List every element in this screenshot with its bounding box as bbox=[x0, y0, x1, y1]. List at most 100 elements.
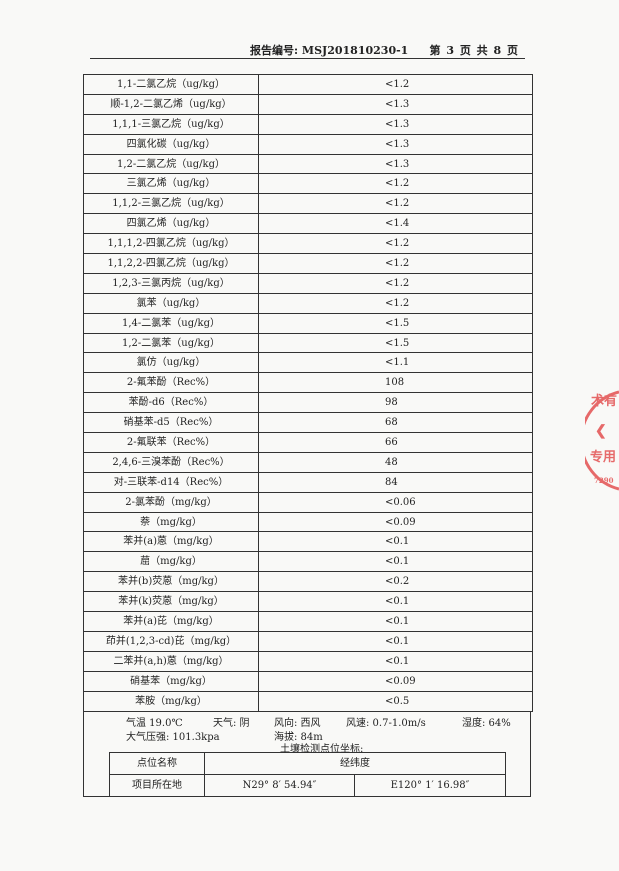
page-header: 报告编号: MSJ201810230-1 第 3 页 共 8 页 bbox=[90, 40, 525, 59]
weather: 天气: 阴 bbox=[213, 718, 250, 729]
analyte-value: <1.3 bbox=[385, 158, 410, 170]
table-row: 顺-1,2-二氯乙烯（ug/kg） <1.3 bbox=[84, 94, 532, 115]
analyte-value: <1.5 bbox=[385, 317, 410, 329]
stamp-text-middle: 专用 bbox=[590, 450, 617, 465]
analyte-value: 108 bbox=[385, 377, 405, 389]
temperature: 气温 19.0℃ bbox=[126, 718, 183, 729]
analyte-name: 萘（mg/kg） bbox=[84, 512, 259, 532]
analyte-value: <0.09 bbox=[385, 675, 416, 687]
table-row: 三氯乙烯（ug/kg） <1.2 bbox=[84, 174, 532, 195]
table-row: 1,2-二氯乙烷（ug/kg） <1.3 bbox=[84, 154, 532, 175]
table-row: 氯苯（ug/kg） <1.2 bbox=[84, 293, 532, 314]
analyte-value: <0.2 bbox=[385, 576, 410, 588]
analyte-name: 2-氟联苯（Rec%） bbox=[84, 433, 259, 452]
altitude: 海拔: 84m bbox=[274, 732, 323, 743]
table-row: 1,1,2-三氯乙烷（ug/kg） <1.2 bbox=[84, 194, 532, 215]
analyte-name: 硝基苯-d5（Rec%） bbox=[84, 413, 259, 433]
analyte-value: <1.3 bbox=[385, 118, 410, 130]
analyte-value: <1.2 bbox=[385, 297, 410, 309]
table-row: 对-三联苯-d14（Rec%） 84 bbox=[84, 472, 532, 493]
analyte-name: 茚并(1,2,3-cd)芘（mg/kg） bbox=[84, 631, 259, 651]
analyte-name: 硝基苯（mg/kg） bbox=[84, 671, 259, 691]
analyte-name: 1,2-二氯苯（ug/kg） bbox=[84, 333, 259, 353]
analyte-value: <0.09 bbox=[385, 516, 416, 528]
analyte-value: <1.2 bbox=[385, 238, 410, 250]
analyte-value: <1.2 bbox=[385, 277, 410, 289]
report-number: 报告编号: MSJ201810230-1 bbox=[250, 44, 409, 57]
pressure: 大气压强: 101.3kpa bbox=[126, 732, 220, 743]
analyte-value: <1.2 bbox=[385, 198, 410, 210]
analyte-name: 1,2-二氯乙烷（ug/kg） bbox=[84, 154, 259, 174]
analyte-name: 四氯乙烯（ug/kg） bbox=[84, 214, 259, 234]
page-number: 第 3 页 共 8 页 bbox=[429, 44, 519, 57]
table-row: 苯酚-d6（Rec%） 98 bbox=[84, 393, 532, 414]
analyte-name: 2-氟苯酚（Rec%） bbox=[84, 373, 259, 393]
analyte-name: 苯并(a)蒽（mg/kg） bbox=[84, 532, 259, 552]
table-row: 萘（mg/kg） <0.09 bbox=[84, 512, 532, 533]
analyte-value: 66 bbox=[385, 437, 398, 449]
analyte-name: 苯并(a)芘（mg/kg） bbox=[84, 612, 259, 631]
analyte-value: <1.5 bbox=[385, 337, 410, 349]
table-row: 硝基苯（mg/kg） <0.09 bbox=[84, 671, 532, 692]
analyte-value: <1.2 bbox=[385, 79, 410, 90]
analyte-name: 1,1,1,2-四氯乙烷（ug/kg） bbox=[84, 234, 259, 254]
analyte-value: 68 bbox=[385, 417, 398, 429]
analyte-value: <0.1 bbox=[385, 635, 410, 647]
analyte-value: 48 bbox=[385, 456, 398, 468]
site-name: 项目所在地 bbox=[110, 775, 205, 797]
table-row: 2-氟苯酚（Rec%） 108 bbox=[84, 373, 532, 394]
table-row: 2-氯苯酚（mg/kg） <0.06 bbox=[84, 492, 532, 513]
table-row: 苯并(k)荧蒽（mg/kg） <0.1 bbox=[84, 592, 532, 613]
weather-block: 气温 19.0℃ 天气: 阴 风向: 西风 风速: 0.7-1.0m/s 湿度:… bbox=[83, 712, 531, 797]
analyte-name: 苯酚-d6（Rec%） bbox=[84, 393, 259, 413]
table-row: 二苯并(a,h)蒽（mg/kg） <0.1 bbox=[84, 651, 532, 672]
analyte-value: <0.1 bbox=[385, 596, 410, 608]
stamp-chevron-icon: ❮ bbox=[595, 423, 607, 439]
analyte-name: 2-氯苯酚（mg/kg） bbox=[84, 492, 259, 512]
col-latlon-header: 经纬度 bbox=[205, 753, 505, 775]
analyte-value: <1.2 bbox=[385, 258, 410, 270]
analyte-name: 三氯乙烯（ug/kg） bbox=[84, 174, 259, 194]
analyte-name: 1,1,2,2-四氯乙烷（ug/kg） bbox=[84, 254, 259, 273]
stamp-text-bottom: 7290 bbox=[594, 476, 614, 485]
table-row: 2-氟联苯（Rec%） 66 bbox=[84, 433, 532, 453]
analyte-name: 顺-1,2-二氯乙烯（ug/kg） bbox=[84, 94, 259, 114]
coord-title: 土壤检测点位坐标: bbox=[280, 744, 364, 755]
analyte-value: <0.1 bbox=[385, 556, 410, 568]
analyte-name: 四氯化碳（ug/kg） bbox=[84, 134, 259, 154]
analyte-name: 2,4,6-三溴苯酚（Rec%） bbox=[84, 452, 259, 472]
analyte-value: <1.3 bbox=[385, 98, 410, 110]
analyte-value: <1.4 bbox=[385, 218, 410, 230]
table-row: 1,4-二氯苯（ug/kg） <1.5 bbox=[84, 313, 532, 334]
wind-direction: 风向: 西风 bbox=[274, 718, 321, 729]
table-row: 1,2-二氯苯（ug/kg） <1.5 bbox=[84, 333, 532, 354]
table-row: 苯并(a)蒽（mg/kg） <0.1 bbox=[84, 532, 532, 553]
analyte-value: <1.3 bbox=[385, 138, 410, 150]
table-row: 1,1,1,2-四氯乙烷（ug/kg） <1.2 bbox=[84, 234, 532, 255]
wind-speed: 风速: 0.7-1.0m/s bbox=[346, 718, 426, 729]
stamp-text-top: 术有 bbox=[591, 394, 618, 409]
latitude: N29° 8′ 54.94″ bbox=[205, 775, 355, 797]
table-row: 2,4,6-三溴苯酚（Rec%） 48 bbox=[84, 452, 532, 473]
table-row: 氯仿（ug/kg） <1.1 bbox=[84, 353, 532, 374]
table-row: 1,2,3-三氯丙烷（ug/kg） <1.2 bbox=[84, 273, 532, 294]
analyte-name: 苯并(b)荧蒽（mg/kg） bbox=[84, 572, 259, 592]
coordinate-table: 点位名称 经纬度 项目所在地 N29° 8′ 54.94″ E120° 1′ 1… bbox=[109, 752, 506, 797]
table-row: 茚并(1,2,3-cd)芘（mg/kg） <0.1 bbox=[84, 631, 532, 652]
table-row: 1,1,2,2-四氯乙烷（ug/kg） <1.2 bbox=[84, 254, 532, 274]
table-row: 四氯化碳（ug/kg） <1.3 bbox=[84, 134, 532, 155]
table-row: 苯胺（mg/kg） <0.5 bbox=[84, 691, 532, 712]
analyte-name: 苯并(k)荧蒽（mg/kg） bbox=[84, 592, 259, 612]
analyte-value: <0.1 bbox=[385, 655, 410, 667]
table-row: 四氯乙烯（ug/kg） <1.4 bbox=[84, 214, 532, 235]
analyte-name: 氯仿（ug/kg） bbox=[84, 353, 259, 373]
table-row: 硝基苯-d5（Rec%） 68 bbox=[84, 413, 532, 434]
table-row: 1,1,1-三氯乙烷（ug/kg） <1.3 bbox=[84, 114, 532, 135]
analyte-name: 1,1-二氯乙烷（ug/kg） bbox=[84, 75, 259, 94]
analyte-name: 二苯并(a,h)蒽（mg/kg） bbox=[84, 651, 259, 671]
results-table: 1,1-二氯乙烷（ug/kg） <1.2 顺-1,2-二氯乙烯（ug/kg） <1.3… bbox=[83, 74, 533, 712]
analyte-name: 1,2,3-三氯丙烷（ug/kg） bbox=[84, 273, 259, 293]
stamp-ring bbox=[585, 390, 619, 491]
analyte-value: 84 bbox=[385, 476, 398, 488]
longitude: E120° 1′ 16.98″ bbox=[390, 780, 470, 791]
